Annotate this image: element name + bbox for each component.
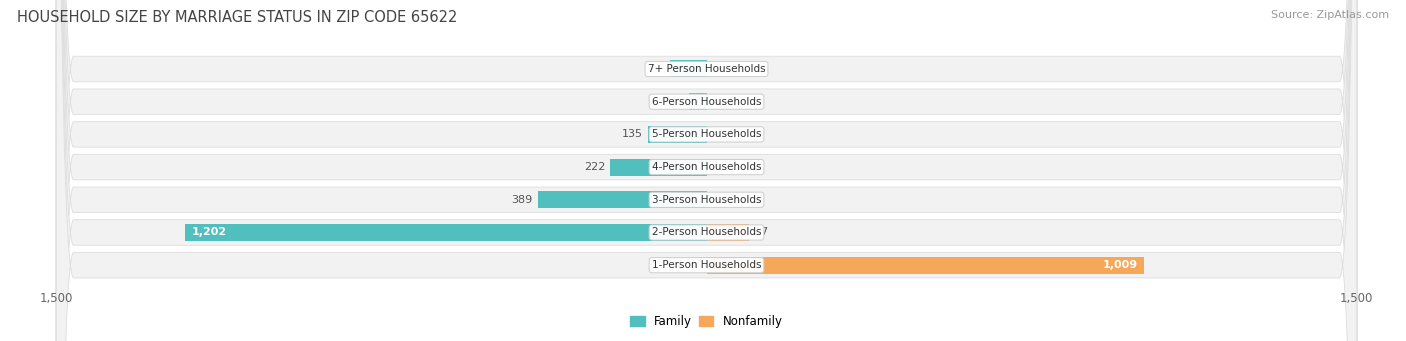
Text: 7+ Person Households: 7+ Person Households (648, 64, 765, 74)
Text: 1,202: 1,202 (193, 227, 226, 237)
Text: 1,009: 1,009 (1102, 260, 1137, 270)
Text: 0: 0 (711, 195, 718, 205)
Legend: Family, Nonfamily: Family, Nonfamily (626, 311, 787, 333)
Text: 4-Person Households: 4-Person Households (652, 162, 761, 172)
Text: 0: 0 (695, 260, 702, 270)
Text: 97: 97 (754, 227, 768, 237)
Bar (648, 126, 707, 143)
Text: 6-Person Households: 6-Person Households (652, 97, 761, 107)
Bar (671, 60, 707, 77)
Text: 1-Person Households: 1-Person Households (652, 260, 761, 270)
Text: 5-Person Households: 5-Person Households (652, 129, 761, 139)
Text: 389: 389 (512, 195, 533, 205)
Bar (186, 224, 707, 241)
Text: 222: 222 (583, 162, 605, 172)
Text: 0: 0 (711, 97, 718, 107)
Bar (707, 224, 748, 241)
Text: HOUSEHOLD SIZE BY MARRIAGE STATUS IN ZIP CODE 65622: HOUSEHOLD SIZE BY MARRIAGE STATUS IN ZIP… (17, 10, 457, 25)
Text: 0: 0 (711, 129, 718, 139)
Text: 3-Person Households: 3-Person Households (652, 195, 761, 205)
FancyBboxPatch shape (56, 0, 1357, 341)
FancyBboxPatch shape (56, 0, 1357, 341)
Text: 41: 41 (669, 97, 683, 107)
Text: 2-Person Households: 2-Person Households (652, 227, 761, 237)
Bar (610, 159, 707, 176)
Text: 84: 84 (651, 64, 665, 74)
Text: 0: 0 (711, 162, 718, 172)
Text: 0: 0 (711, 64, 718, 74)
Bar (689, 93, 707, 110)
FancyBboxPatch shape (56, 0, 1357, 341)
FancyBboxPatch shape (56, 0, 1357, 341)
FancyBboxPatch shape (56, 0, 1357, 341)
FancyBboxPatch shape (56, 0, 1357, 341)
FancyBboxPatch shape (56, 0, 1357, 341)
Text: 135: 135 (621, 129, 643, 139)
Text: Source: ZipAtlas.com: Source: ZipAtlas.com (1271, 10, 1389, 20)
Bar (538, 191, 707, 208)
Bar (707, 257, 1144, 274)
